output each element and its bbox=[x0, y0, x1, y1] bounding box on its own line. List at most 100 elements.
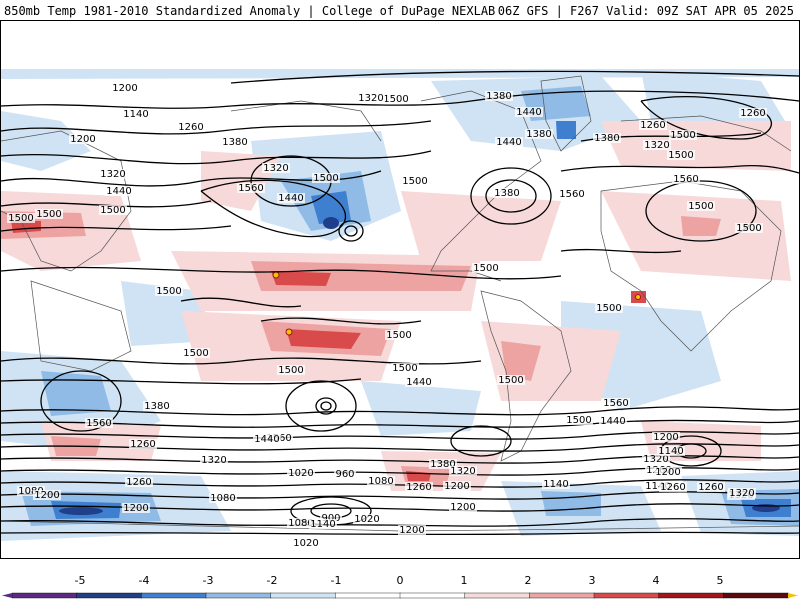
svg-text:1380: 1380 bbox=[222, 137, 247, 148]
contour-label: 1380 bbox=[525, 129, 553, 140]
svg-text:1560: 1560 bbox=[603, 398, 628, 409]
svg-text:1200: 1200 bbox=[399, 525, 424, 536]
svg-text:1320: 1320 bbox=[644, 140, 669, 151]
svg-text:1500: 1500 bbox=[183, 348, 208, 359]
contour-label: 1200 bbox=[654, 467, 682, 478]
colorbar: -5 -4 -3 -2 -1 0 1 2 3 4 5 bbox=[0, 566, 800, 600]
contour-label: 1200 bbox=[443, 481, 471, 492]
svg-text:1260: 1260 bbox=[660, 482, 685, 493]
contour-label: 1200 bbox=[122, 503, 150, 514]
negative-anomaly-shading-max bbox=[51, 121, 791, 519]
svg-text:1500: 1500 bbox=[688, 201, 713, 212]
colorbar-tick-label: -4 bbox=[138, 574, 150, 587]
colorbar-tick-label: 1 bbox=[460, 574, 468, 587]
contour-label: 1500 bbox=[401, 176, 429, 187]
svg-text:1140: 1140 bbox=[658, 446, 683, 457]
colorbar-tick-label: -2 bbox=[266, 574, 278, 587]
svg-text:1020: 1020 bbox=[288, 468, 313, 479]
contour-label: 1200 bbox=[33, 490, 61, 501]
svg-text:1200: 1200 bbox=[450, 502, 475, 513]
colorbar-tick-label: 3 bbox=[588, 574, 596, 587]
svg-text:1260: 1260 bbox=[740, 108, 765, 119]
contour-label: 1200 bbox=[449, 502, 477, 513]
contour-label: 1140 bbox=[122, 109, 150, 120]
contour-label: 1440 bbox=[515, 107, 543, 118]
contour-label: 900 bbox=[320, 513, 342, 524]
svg-text:1260: 1260 bbox=[126, 477, 151, 488]
svg-text:1440: 1440 bbox=[278, 193, 303, 204]
colorbar-segment bbox=[205, 592, 272, 599]
svg-text:1080: 1080 bbox=[288, 518, 313, 529]
contour-label: 1260 bbox=[739, 108, 767, 119]
contour-label: 1320 bbox=[728, 488, 756, 499]
contour-label: 1500 bbox=[182, 348, 210, 359]
svg-text:1500: 1500 bbox=[386, 330, 411, 341]
contour-label: 1380 bbox=[143, 401, 171, 412]
contour-label: 1560 bbox=[672, 174, 700, 185]
colorbar-tick-label: -5 bbox=[74, 574, 86, 587]
contour-label: 1380 bbox=[593, 133, 621, 144]
contour-label: 1500 bbox=[669, 130, 697, 141]
contour-label: 1380 bbox=[493, 188, 521, 199]
contour-label: 1500 bbox=[385, 330, 413, 341]
svg-text:960: 960 bbox=[335, 469, 354, 480]
svg-text:1500: 1500 bbox=[736, 223, 761, 234]
svg-text:1080: 1080 bbox=[18, 486, 43, 497]
contour-label: 1320 bbox=[449, 466, 477, 477]
colorbar-segment bbox=[141, 592, 207, 599]
svg-text:1140: 1140 bbox=[645, 481, 670, 492]
svg-text:1500: 1500 bbox=[36, 209, 61, 220]
svg-text:1500: 1500 bbox=[278, 365, 303, 376]
contour-label: 1440 bbox=[253, 434, 281, 445]
svg-text:1140: 1140 bbox=[123, 109, 148, 120]
svg-text:1500: 1500 bbox=[313, 173, 338, 184]
svg-text:1500: 1500 bbox=[8, 213, 33, 224]
svg-text:1380: 1380 bbox=[430, 459, 455, 470]
contour-label: 1320 bbox=[642, 454, 670, 465]
contour-label: 1200 bbox=[398, 525, 426, 536]
model-run-info: 06Z GFS | F267 Valid: 09Z SAT APR 05 202… bbox=[497, 4, 794, 18]
contour-label: 1140 bbox=[542, 479, 570, 490]
svg-text:1500: 1500 bbox=[670, 130, 695, 141]
contour-label: 1500 bbox=[565, 415, 593, 426]
svg-text:1560: 1560 bbox=[673, 174, 698, 185]
contour-label: 1380 bbox=[429, 459, 457, 470]
contour-label: 1140 bbox=[644, 481, 672, 492]
svg-text:1380: 1380 bbox=[594, 133, 619, 144]
coastlines bbox=[1, 75, 799, 532]
contour-label: 1380 bbox=[221, 137, 249, 148]
contour-label: 1500 bbox=[277, 365, 305, 376]
svg-text:1320: 1320 bbox=[201, 455, 226, 466]
svg-text:1380: 1380 bbox=[526, 129, 551, 140]
contour-label: 1200 bbox=[652, 432, 680, 443]
svg-text:1260: 1260 bbox=[640, 120, 665, 131]
svg-text:1500: 1500 bbox=[566, 415, 591, 426]
contour-label: 1380 bbox=[485, 91, 513, 102]
contour-label: 1020 bbox=[292, 538, 320, 549]
colorbar-segment bbox=[399, 592, 466, 599]
svg-text:1560: 1560 bbox=[238, 183, 263, 194]
contour-label: 1560 bbox=[602, 398, 630, 409]
svg-text:900: 900 bbox=[321, 513, 340, 524]
contour-label: 1020 bbox=[353, 514, 381, 525]
contour-label: 1320 bbox=[262, 163, 290, 174]
contour-label: 1140 bbox=[657, 446, 685, 457]
svg-text:1260: 1260 bbox=[698, 482, 723, 493]
contour-label: 1560 bbox=[558, 189, 586, 200]
contour-label: 1260 bbox=[697, 482, 725, 493]
svg-text:1140: 1140 bbox=[543, 479, 568, 490]
svg-text:1560: 1560 bbox=[86, 418, 111, 429]
colorbar-max-extension bbox=[788, 593, 798, 598]
svg-text:1380: 1380 bbox=[486, 91, 511, 102]
svg-text:1200: 1200 bbox=[655, 467, 680, 478]
svg-text:1560: 1560 bbox=[559, 189, 584, 200]
colorbar-segment bbox=[11, 592, 78, 599]
svg-text:1320: 1320 bbox=[450, 466, 475, 477]
svg-text:1080: 1080 bbox=[368, 476, 393, 487]
colorbar-graphic bbox=[2, 592, 798, 599]
contour-label: 1500 bbox=[687, 201, 715, 212]
colorbar-tick-label: 2 bbox=[524, 574, 532, 587]
svg-text:1500: 1500 bbox=[498, 375, 523, 386]
svg-text:1320: 1320 bbox=[729, 488, 754, 499]
